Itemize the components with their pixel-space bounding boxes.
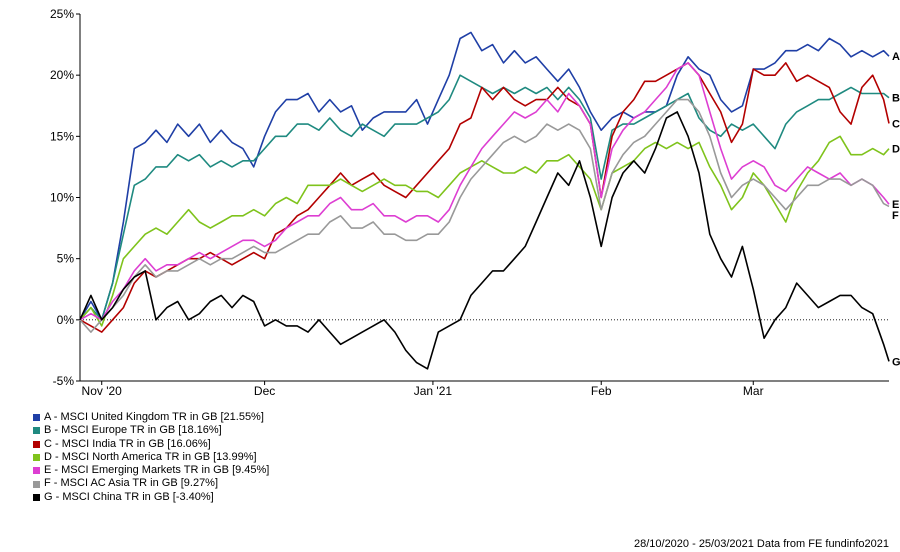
legend-swatch <box>33 454 40 462</box>
legend-swatch <box>33 493 40 501</box>
x-tick-label: Nov '20 <box>82 384 123 398</box>
legend-item: E - MSCI Emerging Markets TR in GB [9.45… <box>33 464 269 477</box>
y-tick-label: 20% <box>50 68 74 82</box>
series-end-label-b: B <box>892 93 900 105</box>
y-tick-label: 15% <box>50 129 74 143</box>
series-line-g <box>79 111 890 370</box>
y-tick-label: -5% <box>53 374 75 388</box>
series-end-label-g: G <box>892 356 900 368</box>
series-end-labels: A B C D EF G <box>892 51 900 368</box>
source-footer: 28/10/2020 - 25/03/2021 Data from FE fun… <box>633 538 889 550</box>
legend-label: C - MSCI India TR in GB [16.06%] <box>44 437 211 450</box>
legend-swatch <box>33 480 40 488</box>
series-end-label-a: A <box>892 51 900 63</box>
legend-label: G - MSCI China TR in GB [-3.40%] <box>44 490 214 503</box>
series-line-e <box>79 62 890 321</box>
x-tick-label: Dec <box>254 384 275 398</box>
x-tick-label: Mar <box>743 384 764 398</box>
x-tick-label: Jan '21 <box>414 384 453 398</box>
legend-item: B - MSCI Europe TR in GB [18.16%] <box>33 424 269 437</box>
legend-swatch <box>33 467 40 475</box>
legend-label: B - MSCI Europe TR in GB [18.16%] <box>44 424 222 437</box>
series-line-b <box>79 74 890 321</box>
series-end-label-c: C <box>892 118 900 130</box>
legend-swatch <box>33 440 40 448</box>
legend-item: A - MSCI United Kingdom TR in GB [21.55%… <box>33 411 269 424</box>
series-end-label-d: D <box>892 144 900 156</box>
series-end-label-e: E <box>892 199 899 211</box>
legend-label: D - MSCI North America TR in GB [13.99%] <box>44 450 257 463</box>
legend-item: G - MSCI China TR in GB [-3.40%] <box>33 491 269 504</box>
series-end-label-f: F <box>892 210 899 222</box>
x-tick-label: Feb <box>591 384 612 398</box>
series-line-a <box>79 31 890 321</box>
series-line-c <box>79 62 890 333</box>
legend: A - MSCI United Kingdom TR in GB [21.55%… <box>33 411 269 504</box>
legend-swatch <box>33 414 40 422</box>
legend-swatch <box>33 427 40 435</box>
y-tick-label: 5% <box>57 252 75 266</box>
legend-label: A - MSCI United Kingdom TR in GB [21.55%… <box>44 411 264 423</box>
legend-item: C - MSCI India TR in GB [16.06%] <box>33 438 269 451</box>
chart-axes: -5% 0% 5% 10% 15% 20% 25% Nov '20 Dec Jan '21 Feb M… <box>50 7 889 398</box>
legend-item: F - MSCI AC Asia TR in GB [9.27%] <box>33 477 269 490</box>
y-tick-label: 25% <box>50 7 74 21</box>
series-lines <box>79 31 890 370</box>
legend-label: F - MSCI AC Asia TR in GB [9.27%] <box>44 477 219 490</box>
series-line-f <box>79 98 890 333</box>
legend-item: D - MSCI North America TR in GB [13.99%] <box>33 451 269 464</box>
series-line-d <box>79 135 890 327</box>
y-tick-label: 10% <box>50 191 74 205</box>
legend-label: E - MSCI Emerging Markets TR in GB [9.45… <box>44 464 270 477</box>
y-tick-label: 0% <box>57 313 75 327</box>
